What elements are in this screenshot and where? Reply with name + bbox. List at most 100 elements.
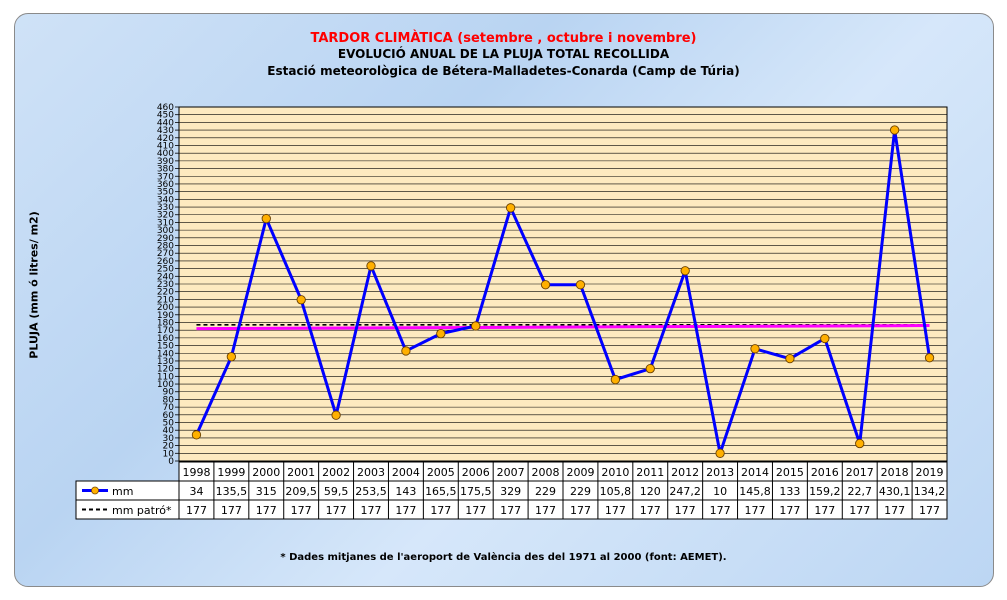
y-tick-label: 130 bbox=[157, 357, 174, 367]
y-tick-label: 320 bbox=[157, 211, 174, 221]
data-point bbox=[366, 261, 376, 271]
table-value: 10 bbox=[713, 485, 727, 498]
y-tick-label: 240 bbox=[157, 272, 174, 282]
table-value: 177 bbox=[256, 504, 277, 517]
y-tick-label: 0 bbox=[168, 457, 174, 467]
y-tick-label: 200 bbox=[157, 303, 174, 313]
table-value: 143 bbox=[395, 485, 416, 498]
y-tick-label: 100 bbox=[157, 380, 174, 390]
data-point bbox=[924, 353, 935, 363]
table-value: 177 bbox=[779, 504, 800, 517]
y-tick-label: 360 bbox=[157, 180, 174, 190]
y-tick-label: 270 bbox=[157, 249, 174, 259]
y-tick-label: 20 bbox=[163, 442, 175, 452]
data-point bbox=[750, 344, 760, 354]
table-value: 177 bbox=[745, 504, 766, 517]
y-tick-label: 230 bbox=[157, 280, 174, 290]
x-category-label: 2009 bbox=[566, 466, 594, 479]
y-tick-label: 440 bbox=[157, 118, 174, 128]
x-category-label: 2004 bbox=[392, 466, 420, 479]
data-point bbox=[645, 364, 655, 374]
table-value: 329 bbox=[500, 485, 521, 498]
data-point bbox=[331, 410, 341, 420]
y-tick-label: 330 bbox=[157, 203, 174, 213]
x-category-label: 2000 bbox=[252, 466, 280, 479]
y-tick-label: 350 bbox=[157, 188, 174, 198]
y-tick-label: 430 bbox=[157, 126, 174, 136]
table-value: 177 bbox=[919, 504, 940, 517]
table-value: 177 bbox=[291, 504, 312, 517]
table-value: 177 bbox=[326, 504, 347, 517]
table-value: 133 bbox=[779, 485, 800, 498]
x-category-label: 2008 bbox=[532, 466, 560, 479]
y-tick-label: 280 bbox=[157, 242, 174, 252]
table-value: 159,2 bbox=[809, 485, 841, 498]
y-tick-label: 140 bbox=[157, 349, 174, 359]
y-tick-label: 460 bbox=[157, 103, 174, 113]
table-value: 105,8 bbox=[600, 485, 632, 498]
y-tick-label: 110 bbox=[157, 372, 174, 382]
y-tick-label: 300 bbox=[157, 226, 174, 236]
table-value: 430,1 bbox=[879, 485, 911, 498]
table-value: 177 bbox=[884, 504, 905, 517]
table-value: 177 bbox=[570, 504, 591, 517]
y-tick-label: 180 bbox=[157, 318, 174, 328]
y-tick-label: 380 bbox=[157, 165, 174, 175]
table-value: 120 bbox=[640, 485, 661, 498]
y-tick-label: 50 bbox=[163, 419, 175, 429]
table-value: 177 bbox=[675, 504, 696, 517]
y-tick-label: 340 bbox=[157, 195, 174, 205]
table-value: 135,5 bbox=[216, 485, 248, 498]
table-value: 177 bbox=[395, 504, 416, 517]
chart-title: TARDOR CLIMÀTICA (setembre , octubre i n… bbox=[310, 31, 697, 46]
data-point bbox=[261, 213, 271, 224]
x-category-label: 2005 bbox=[427, 466, 455, 479]
table-value: 229 bbox=[570, 485, 591, 498]
y-tick-label: 420 bbox=[157, 134, 174, 144]
y-tick-label: 260 bbox=[157, 257, 174, 267]
data-point bbox=[785, 353, 795, 364]
x-category-label: 2019 bbox=[916, 466, 944, 479]
table-value: 177 bbox=[640, 504, 661, 517]
data-point bbox=[575, 280, 586, 290]
chart-subtitle-1: EVOLUCIÓ ANUAL DE LA PLUJA TOTAL RECOLLI… bbox=[337, 47, 670, 61]
y-tick-label: 170 bbox=[157, 326, 174, 336]
table-value: 247,2 bbox=[669, 485, 701, 498]
x-category-label: 2014 bbox=[741, 466, 769, 479]
x-category-label: 2017 bbox=[846, 466, 874, 479]
x-category-label: 2006 bbox=[462, 466, 490, 479]
x-category-label: 2016 bbox=[811, 466, 839, 479]
y-tick-label: 400 bbox=[157, 149, 174, 159]
x-category-label: 2018 bbox=[881, 466, 909, 479]
chart-subtitle-2: Estació meteorològica de Bétera-Malladet… bbox=[267, 64, 740, 78]
y-tick-label: 120 bbox=[157, 365, 174, 375]
x-category-label: 2012 bbox=[671, 466, 699, 479]
y-tick-label: 150 bbox=[157, 342, 174, 352]
x-category-label: 2011 bbox=[636, 466, 664, 479]
table-value: 177 bbox=[710, 504, 731, 517]
legend-series-name: mm bbox=[112, 485, 133, 498]
table-value: 229 bbox=[535, 485, 556, 498]
table-value: 175,5 bbox=[460, 485, 492, 498]
y-tick-label: 370 bbox=[157, 172, 174, 182]
y-tick-label: 450 bbox=[157, 111, 174, 121]
table-value: 59,5 bbox=[324, 485, 349, 498]
y-tick-label: 160 bbox=[157, 334, 174, 344]
table-value: 145,8 bbox=[739, 485, 771, 498]
trend-line bbox=[196, 324, 930, 331]
footnote: * Dades mitjanes de l'aeroport de Valènc… bbox=[280, 552, 727, 563]
x-category-label: 1998 bbox=[182, 466, 210, 479]
table-value: 177 bbox=[605, 504, 626, 517]
x-category-label: 2003 bbox=[357, 466, 385, 479]
table-value: 253,5 bbox=[355, 485, 387, 498]
table-value: 22,7 bbox=[847, 485, 872, 498]
data-point bbox=[505, 203, 516, 213]
table-value: 315 bbox=[256, 485, 277, 498]
data-point bbox=[471, 321, 481, 331]
table-value: 209,5 bbox=[285, 485, 317, 498]
y-tick-label: 310 bbox=[157, 218, 174, 228]
data-point bbox=[820, 333, 830, 344]
y-tick-label: 40 bbox=[163, 426, 175, 436]
y-tick-label: 290 bbox=[157, 234, 174, 244]
